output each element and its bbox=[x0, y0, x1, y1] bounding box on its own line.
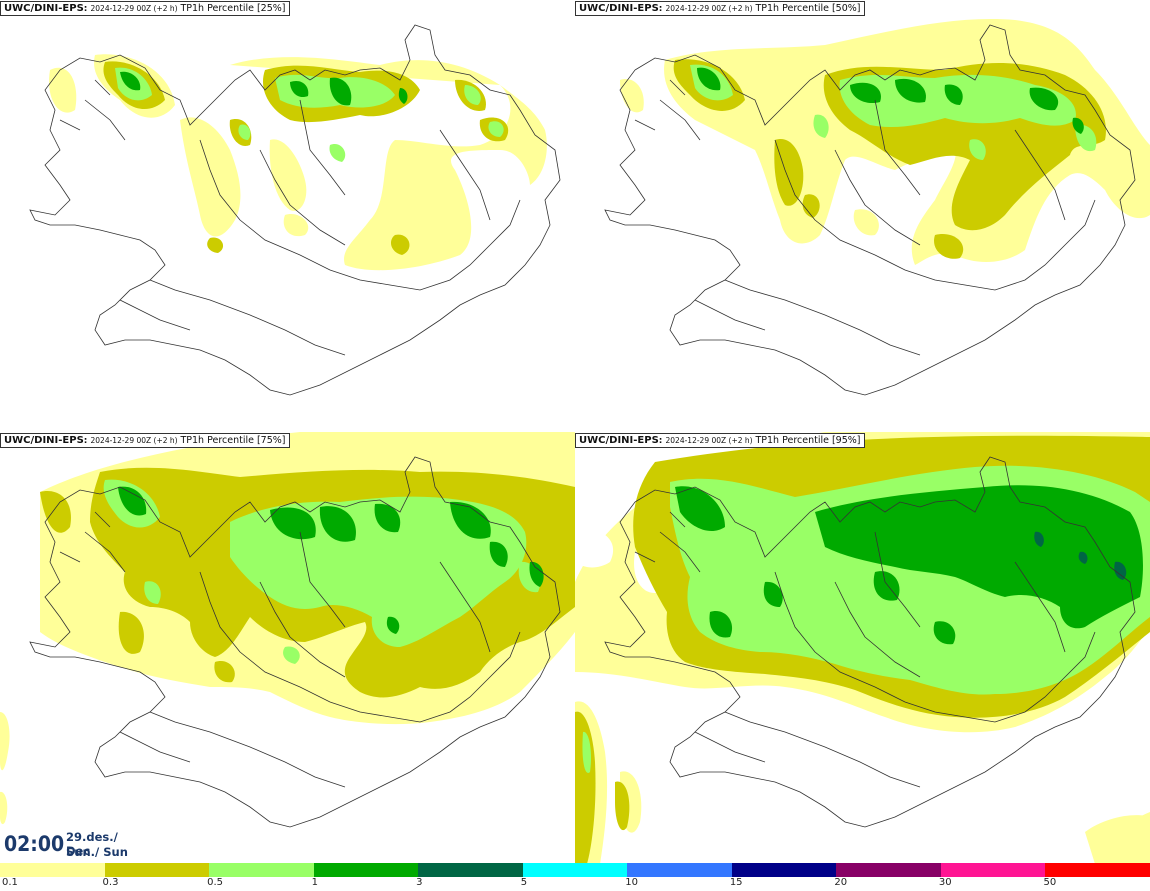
valid-time-box: 02:00 29.des./ Dec Sun./ Sun bbox=[0, 826, 140, 862]
colorbar-tick-label: 15 bbox=[729, 877, 743, 888]
panel-title: UWC/DINI-EPS: 2024-12-29 00Z (+2 h) TP1h… bbox=[575, 433, 865, 448]
colorbar-tick-label: 50 bbox=[1043, 877, 1057, 888]
parameter-label: TP1h Percentile [95%] bbox=[755, 435, 861, 446]
map-panel-50: UWC/DINI-EPS: 2024-12-29 00Z (+2 h) TP1h… bbox=[575, 0, 1150, 432]
valid-weekday: Sun./ Sun bbox=[66, 845, 128, 859]
colorbar-tick-label: 0.1 bbox=[2, 877, 18, 888]
map-canvas bbox=[604, 19, 1150, 396]
colorbar-segment bbox=[940, 863, 1046, 877]
colorbar-segment bbox=[418, 863, 523, 877]
colorbar-tick-label: 3 bbox=[416, 877, 423, 888]
map-canvas bbox=[0, 432, 575, 828]
colorbar-labels: 0.1 0.3 0.5 1 3 5 10 15 20 30 50 bbox=[0, 877, 1150, 891]
colorbar-segment bbox=[0, 863, 105, 877]
colorbar-segment bbox=[313, 863, 419, 877]
run-time: 2024-12-29 00Z (+2 h) bbox=[90, 4, 178, 13]
parameter-label: TP1h Percentile [75%] bbox=[180, 435, 286, 446]
valid-date: 29.des./ Dec bbox=[66, 830, 118, 858]
colorbar-tick-label: 30 bbox=[938, 877, 952, 888]
run-time: 2024-12-29 00Z (+2 h) bbox=[665, 436, 753, 445]
panel-title: UWC/DINI-EPS: 2024-12-29 00Z (+2 h) TP1h… bbox=[575, 1, 865, 16]
colorbar-segment bbox=[209, 863, 314, 877]
colorbar-tick-label: 1 bbox=[311, 877, 318, 888]
colorbar-tick-label: 0.5 bbox=[207, 877, 223, 888]
map-canvas bbox=[29, 24, 561, 396]
model-name: UWC/DINI-EPS bbox=[579, 3, 659, 14]
colorbar-tick-label: 5 bbox=[520, 877, 528, 888]
colorbar-tick-label: 20 bbox=[834, 877, 848, 888]
model-name: UWC/DINI-EPS bbox=[579, 435, 659, 446]
model-name: UWC/DINI-EPS bbox=[4, 3, 84, 14]
panel-title: UWC/DINI-EPS: 2024-12-29 00Z (+2 h) TP1h… bbox=[0, 1, 290, 16]
colorbar-segment bbox=[104, 863, 210, 877]
colorbar-segment bbox=[1045, 863, 1150, 877]
map-panel-25: UWC/DINI-EPS: 2024-12-29 00Z (+2 h) TP1h… bbox=[0, 0, 575, 432]
run-time: 2024-12-29 00Z (+2 h) bbox=[90, 436, 178, 445]
parameter-label: TP1h Percentile [50%] bbox=[755, 3, 861, 14]
map-canvas bbox=[575, 432, 1150, 864]
parameter-label: TP1h Percentile [25%] bbox=[180, 3, 286, 14]
colorbar-segment bbox=[627, 863, 732, 877]
model-name: UWC/DINI-EPS bbox=[4, 435, 84, 446]
colorbar-segment bbox=[731, 863, 837, 877]
map-panel-75: UWC/DINI-EPS: 2024-12-29 00Z (+2 h) TP1h… bbox=[0, 432, 575, 864]
run-time: 2024-12-29 00Z (+2 h) bbox=[665, 4, 753, 13]
colorbar-tick-label: 10 bbox=[625, 877, 638, 888]
colorbar-tick-label: 0.3 bbox=[102, 877, 119, 888]
colorbar-segment bbox=[522, 863, 628, 877]
colorbar-segment bbox=[836, 863, 941, 877]
precipitation-colorbar bbox=[0, 863, 1150, 877]
panel-title: UWC/DINI-EPS: 2024-12-29 00Z (+2 h) TP1h… bbox=[0, 433, 290, 448]
valid-time: 02:00 bbox=[4, 832, 65, 856]
map-panel-95: UWC/DINI-EPS: 2024-12-29 00Z (+2 h) TP1h… bbox=[575, 432, 1150, 864]
